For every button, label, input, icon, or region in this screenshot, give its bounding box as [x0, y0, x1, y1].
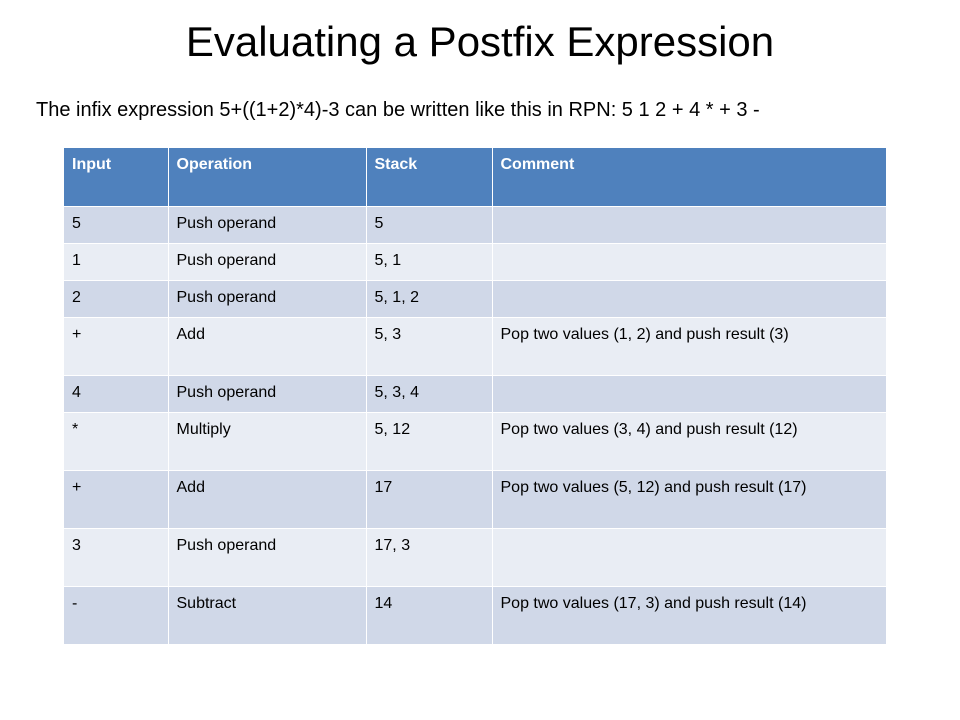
table-row: 1 Push operand 5, 1	[64, 243, 886, 281]
postfix-evaluation-table: Input Operation Stack Comment 5 Push ope…	[64, 148, 886, 645]
cell-comment	[492, 206, 886, 244]
table-row: 4 Push operand 5, 3, 4	[64, 375, 886, 413]
table-row: * Multiply 5, 12 Pop two values (3, 4) a…	[64, 412, 886, 471]
table-row: + Add 5, 3 Pop two values (1, 2) and pus…	[64, 317, 886, 376]
cell-stack: 5, 1, 2	[366, 280, 493, 318]
cell-comment	[492, 243, 886, 281]
table-header-row: Input Operation Stack Comment	[64, 148, 886, 207]
table-row: 2 Push operand 5, 1, 2	[64, 280, 886, 318]
cell-comment: Pop two values (5, 12) and push result (…	[492, 470, 886, 529]
table-row: 3 Push operand 17, 3	[64, 528, 886, 587]
cell-input: +	[64, 470, 169, 529]
cell-input: 3	[64, 528, 169, 587]
cell-input: -	[64, 586, 169, 645]
cell-stack: 17, 3	[366, 528, 493, 587]
cell-stack: 5, 3, 4	[366, 375, 493, 413]
cell-stack: 5, 12	[366, 412, 493, 471]
cell-comment	[492, 280, 886, 318]
cell-input: 2	[64, 280, 169, 318]
header-input: Input	[64, 148, 169, 207]
header-stack: Stack	[366, 148, 493, 207]
cell-comment: Pop two values (3, 4) and push result (1…	[492, 412, 886, 471]
cell-operation: Push operand	[168, 243, 367, 281]
cell-input: +	[64, 317, 169, 376]
header-comment: Comment	[492, 148, 886, 207]
cell-comment: Pop two values (1, 2) and push result (3…	[492, 317, 886, 376]
cell-operation: Push operand	[168, 528, 367, 587]
cell-operation: Push operand	[168, 375, 367, 413]
cell-stack: 17	[366, 470, 493, 529]
cell-operation: Multiply	[168, 412, 367, 471]
table-row: - Subtract 14 Pop two values (17, 3) and…	[64, 586, 886, 645]
cell-stack: 5	[366, 206, 493, 244]
cell-comment: Pop two values (17, 3) and push result (…	[492, 586, 886, 645]
cell-input: 4	[64, 375, 169, 413]
cell-input: 5	[64, 206, 169, 244]
cell-operation: Push operand	[168, 206, 367, 244]
header-operation: Operation	[168, 148, 367, 207]
slide-subtitle: The infix expression 5+((1+2)*4)-3 can b…	[36, 99, 760, 121]
cell-comment	[492, 375, 886, 413]
table-row: + Add 17 Pop two values (5, 12) and push…	[64, 470, 886, 529]
slide-title: Evaluating a Postfix Expression	[185, 18, 775, 65]
cell-stack: 5, 1	[366, 243, 493, 281]
cell-operation: Push operand	[168, 280, 367, 318]
cell-input: 1	[64, 243, 169, 281]
cell-operation: Subtract	[168, 586, 367, 645]
cell-input: *	[64, 412, 169, 471]
cell-operation: Add	[168, 470, 367, 529]
cell-comment	[492, 528, 886, 587]
cell-operation: Add	[168, 317, 367, 376]
table-row: 5 Push operand 5	[64, 206, 886, 244]
cell-stack: 14	[366, 586, 493, 645]
cell-stack: 5, 3	[366, 317, 493, 376]
